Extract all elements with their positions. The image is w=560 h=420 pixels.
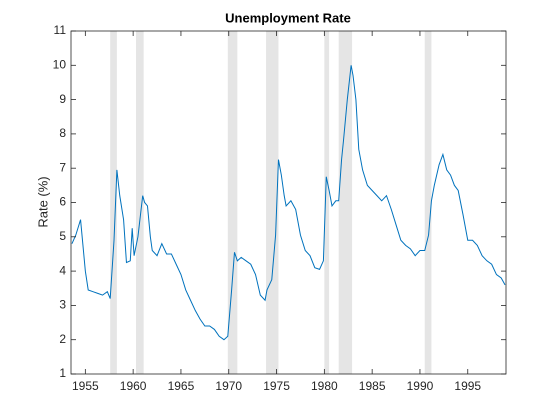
x-tick-label: 1960 <box>120 379 147 393</box>
y-tick-label: 11 <box>54 23 67 37</box>
x-tick-label: 1990 <box>407 379 434 393</box>
recession-band <box>136 31 144 374</box>
y-tick-label: 7 <box>59 160 66 174</box>
recession-band <box>227 31 238 374</box>
x-tick-label: 1955 <box>72 379 99 393</box>
y-tick-label: 6 <box>59 195 66 209</box>
y-tick-label: 4 <box>59 263 66 277</box>
x-tick-label: 1995 <box>454 379 481 393</box>
y-tick-label: 1 <box>59 366 66 380</box>
data-line <box>71 65 506 341</box>
recession-band <box>338 31 353 374</box>
recession-band <box>266 31 279 374</box>
x-tick-label: 1970 <box>215 379 242 393</box>
x-tick-label: 1965 <box>168 379 195 393</box>
x-tick-label: 1980 <box>311 379 338 393</box>
recession-band <box>424 31 432 374</box>
y-tick-label: 10 <box>53 57 67 71</box>
x-tick-label: 1985 <box>359 379 386 393</box>
y-tick-label: 5 <box>59 229 66 243</box>
y-tick-label: 3 <box>59 298 66 312</box>
recession-band <box>110 31 117 374</box>
x-tick-label: 1975 <box>263 379 290 393</box>
y-tick-label: 2 <box>59 332 66 346</box>
y-tick-label: 8 <box>59 126 66 140</box>
y-axis-label: Rate (%) <box>35 176 50 227</box>
chart-title: Unemployment Rate <box>225 10 351 25</box>
recession-band <box>324 31 330 374</box>
y-tick-label: 9 <box>59 92 66 106</box>
